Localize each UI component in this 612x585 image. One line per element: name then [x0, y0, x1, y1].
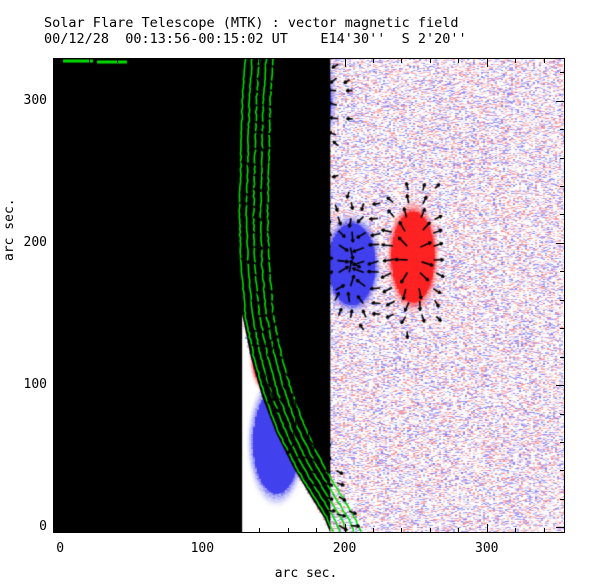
x-tick-top: [145, 58, 146, 63]
y-tick: [53, 385, 62, 386]
x-tick: [117, 528, 118, 533]
x-tick: [174, 528, 175, 533]
x-tick-label: 200: [332, 541, 357, 556]
x-tick-top: [515, 58, 516, 63]
y-tick-right: [556, 385, 565, 386]
x-tick: [231, 528, 232, 533]
figure-title: Solar Flare Telescope (MTK) : vector mag…: [44, 15, 584, 47]
y-tick-right: [560, 470, 565, 471]
y-tick-right: [560, 186, 565, 187]
y-tick: [53, 243, 62, 244]
y-tick: [53, 499, 58, 500]
x-tick-top: [345, 58, 346, 67]
x-tick-top: [316, 58, 317, 63]
y-tick-label: 100: [23, 377, 47, 393]
x-tick-top: [259, 58, 260, 63]
y-tick: [53, 300, 58, 301]
x-tick: [458, 528, 459, 533]
y-tick: [53, 186, 58, 187]
y-tick: [53, 527, 62, 528]
y-tick: [53, 442, 58, 443]
x-tick-top: [60, 58, 61, 67]
y-tick-right: [560, 414, 565, 415]
y-axis-title: arc sec.: [2, 198, 17, 261]
title-line-2: 00/12/28 00:13:56-00:15:02 UT E14'30'' S…: [44, 30, 467, 47]
y-tick-right: [560, 72, 565, 73]
y-tick-label: 0: [39, 519, 47, 535]
y-tick-right: [560, 300, 565, 301]
x-tick-top: [231, 58, 232, 63]
y-tick-label: 200: [23, 234, 47, 250]
x-tick-top: [89, 58, 90, 63]
x-tick: [288, 528, 289, 533]
y-tick: [53, 414, 58, 415]
y-tick-right: [560, 328, 565, 329]
plot-area: [53, 58, 565, 533]
transverse-field-vector-layer: [53, 58, 565, 533]
y-tick: [53, 129, 58, 130]
y-tick-right: [560, 214, 565, 215]
y-tick: [53, 214, 58, 215]
y-tick-right: [560, 271, 565, 272]
y-tick: [53, 158, 58, 159]
x-tick: [345, 524, 346, 533]
y-tick: [53, 271, 58, 272]
x-tick-label: 300: [475, 541, 499, 556]
x-tick-top: [458, 58, 459, 63]
x-tick: [430, 528, 431, 533]
x-tick-label: 0: [56, 541, 65, 556]
x-tick: [373, 528, 374, 533]
x-tick: [515, 528, 516, 533]
x-tick: [202, 524, 203, 533]
x-tick-top: [202, 58, 203, 67]
title-line-1: Solar Flare Telescope (MTK) : vector mag…: [44, 15, 459, 31]
y-tick: [53, 328, 58, 329]
y-tick: [53, 72, 58, 73]
x-tick-top: [373, 58, 374, 63]
y-tick-right: [556, 527, 565, 528]
x-tick: [544, 528, 545, 533]
y-tick-right: [560, 158, 565, 159]
y-tick-right: [560, 442, 565, 443]
x-axis-title: arc sec.: [274, 566, 338, 581]
x-tick: [487, 524, 488, 533]
y-tick-right: [560, 499, 565, 500]
x-tick: [145, 528, 146, 533]
y-tick: [53, 101, 62, 102]
x-tick: [316, 528, 317, 533]
y-tick: [53, 357, 58, 358]
y-tick-right: [556, 243, 565, 244]
x-tick-top: [487, 58, 488, 67]
y-tick-right: [560, 357, 565, 358]
x-tick-top: [174, 58, 175, 63]
x-tick-top: [288, 58, 289, 63]
x-tick: [401, 528, 402, 533]
x-tick-top: [117, 58, 118, 63]
x-tick-label: 100: [190, 541, 215, 556]
x-tick: [259, 528, 260, 533]
y-tick: [53, 470, 58, 471]
x-tick-top: [430, 58, 431, 63]
x-tick: [60, 524, 61, 533]
x-tick-top: [401, 58, 402, 63]
y-tick-right: [560, 129, 565, 130]
x-tick-top: [544, 58, 545, 63]
y-tick-label: 300: [23, 92, 47, 108]
x-tick: [89, 528, 90, 533]
y-tick-right: [556, 101, 565, 102]
